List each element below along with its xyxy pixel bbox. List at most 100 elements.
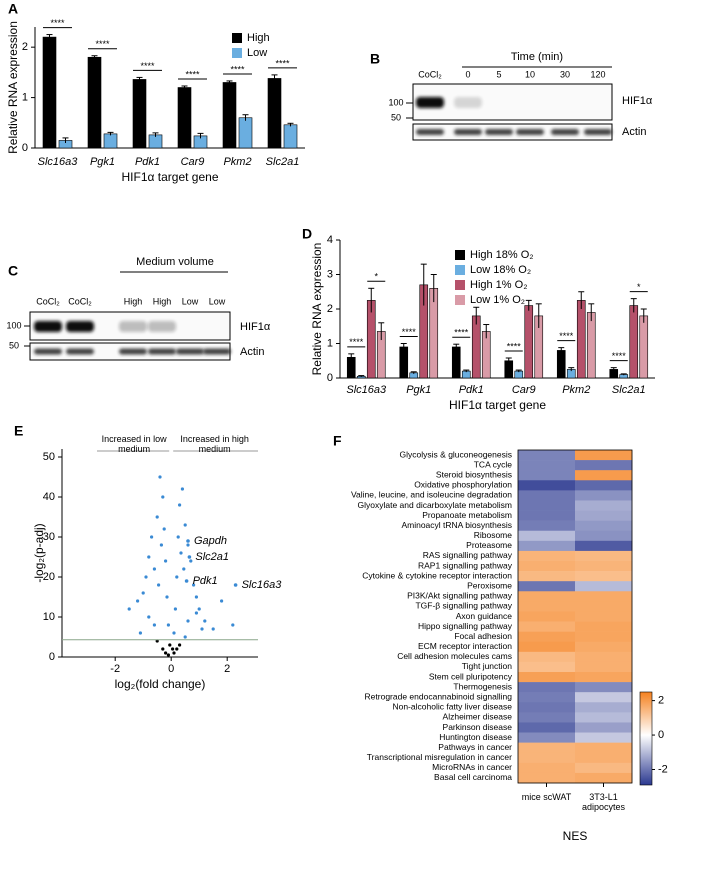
point [165,595,169,599]
lane-label: 10 [525,69,535,79]
band [148,321,176,332]
point [166,653,170,657]
significance-label: **** [275,58,290,68]
heatmap-cell [575,702,633,713]
y-tick-label: 20 [43,571,55,583]
lane-label: 5 [496,69,501,79]
row-label: Pathways in cancer [438,742,512,752]
band [551,129,579,135]
heatmap-cell [518,591,576,602]
heatmap-cell [518,540,576,552]
point [138,631,142,635]
blot-header: Time (min) [511,51,563,63]
significance-label: **** [559,331,574,341]
x-axis-title: NES [563,829,588,843]
heatmap-cell [575,772,633,784]
colorbar-tick-label: 2 [658,695,664,707]
bar [639,315,649,379]
y-tick-label: 0 [49,651,55,663]
bar [177,87,192,149]
panel-label: B [370,51,380,67]
heatmap-cell [518,601,576,612]
significance-label: **** [612,351,627,361]
marker-label: 50 [9,340,19,350]
band [66,348,94,355]
x-tick-label: Slc2a1 [612,384,646,396]
x-tick-label: Slc16a3 [346,384,387,396]
bar [132,79,147,149]
point [152,623,156,627]
row-label: Retrograde endocannabinoid signalling [365,691,513,701]
legend-swatch [455,250,465,260]
bar [629,305,639,379]
point [141,591,145,595]
marker-label: 100 [6,320,21,330]
heatmap-cell [575,641,633,653]
legend-swatch [232,33,242,43]
point [220,599,224,603]
protein-label: HIF1α [622,95,653,107]
point [168,643,172,647]
significance-label: **** [349,337,364,347]
band [34,348,62,355]
y-tick-label: 1 [22,91,28,103]
protein-label: Actin [622,126,646,138]
heatmap-cell [575,661,633,673]
point [189,559,193,563]
bar [524,305,534,379]
heatmap-cell [518,772,576,784]
heatmap-cell [575,672,633,683]
point [172,631,176,635]
bar [399,346,409,379]
x-tick-label: Pgk1 [406,384,431,396]
point [178,643,182,647]
x-tick-label: Car9 [181,156,205,168]
heatmap-cell [575,651,633,663]
band [119,321,147,332]
point [164,651,168,655]
point [200,627,204,631]
band [584,129,612,135]
band [66,321,94,332]
heatmap-cell [575,500,633,511]
colorbar-tick-label: -2 [658,763,668,775]
colorbar-tick-label: 0 [658,729,664,741]
heatmap-cell [518,732,576,743]
row-label: Oxidative phosphorylation [414,480,512,490]
row-label: Proteasome [466,540,512,550]
band [203,348,231,355]
lane-label: CoCl₂ [68,296,92,306]
point [147,615,151,619]
point [180,487,184,491]
heatmap-cell [575,631,633,643]
significance-label: **** [454,328,469,338]
lane-label: Low [182,296,199,306]
heatmap-cell [518,510,576,521]
heatmap-cell [575,490,633,501]
significance-label: **** [230,64,245,74]
point [175,575,179,579]
heatmap-cell [518,641,576,653]
highlight-point [186,539,190,543]
row-label: PI3K/Akt signalling pathway [407,591,513,601]
lane-label: High [153,296,172,306]
heatmap-cell [518,722,576,733]
row-label: Basal cell carcinoma [434,772,512,782]
row-label: Huntington disease [439,732,512,742]
significance-label: **** [140,61,155,71]
heatmap-cell [518,450,576,461]
heatmap-cell [518,611,576,622]
heatmap-cell [575,601,633,612]
bar [222,82,237,149]
x-axis-title: HIF1α target gene [449,398,546,412]
x-tick-label: Pkm2 [562,384,590,396]
highlight-point [187,555,192,559]
point [162,527,166,531]
lane-label: CoCl₂ [418,69,442,79]
bar [481,331,491,379]
significance-label: **** [50,18,65,28]
row-label: Glyoxylate and dicarboxylate metabolism [358,500,513,510]
heatmap-cell [518,530,576,542]
y-tick-label: 0 [327,372,333,384]
